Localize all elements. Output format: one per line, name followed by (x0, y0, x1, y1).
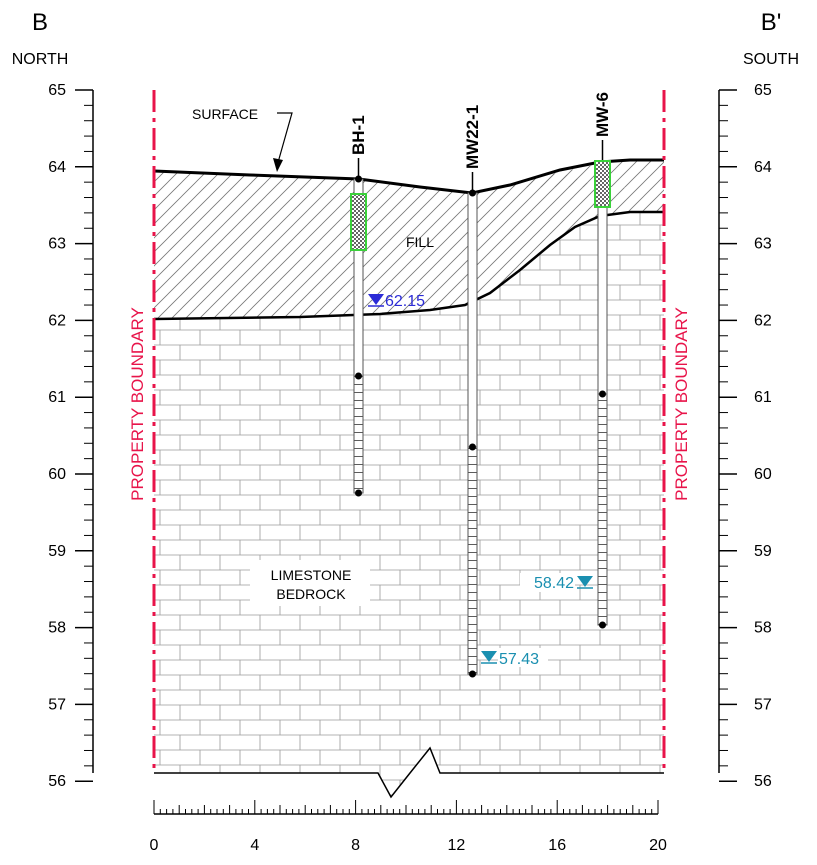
fill-surface-patch (510, 160, 664, 187)
well-screen (597, 393, 608, 626)
right-elevation-tick-label: 57 (754, 696, 772, 713)
well-name: BH-1 (349, 115, 368, 155)
property-boundary-label-right: PROPERTY BOUNDARY (672, 307, 691, 501)
water-level-label-bg (498, 648, 548, 667)
right-elevation-tick-label: 59 (754, 543, 772, 560)
right-elevation-tick-label: 64 (754, 159, 772, 176)
surface-leader (276, 112, 293, 167)
left-elevation-tick-label: 60 (48, 466, 66, 483)
direction-label-right: SOUTH (743, 51, 799, 68)
surface-label: SURFACE (192, 106, 258, 122)
right-elevation-tick-label: 58 (754, 620, 772, 637)
section-label-left: B (32, 9, 48, 36)
well-top-marker (355, 175, 362, 183)
left-elevation-tick-label: 62 (48, 312, 66, 329)
well-top-marker (469, 189, 476, 197)
bedrock-label-line2: BEDROCK (276, 586, 346, 602)
water-level-icon (481, 651, 497, 662)
bedrock-label-bg (250, 560, 370, 606)
distance-axis: 0 4 8 12 16 20 (150, 800, 667, 854)
right-elevation-tick-label: 61 (754, 389, 772, 406)
elevation-axis-left: 65 64 63 62 61 60 59 58 57 56 (48, 82, 94, 790)
well-screen (467, 446, 478, 675)
section-break-line (154, 746, 664, 799)
right-elevation-tick-label: 62 (754, 312, 772, 329)
surface-arrowhead (273, 158, 283, 172)
water-level-label-bg (520, 573, 575, 592)
water-level-value: 58.42 (534, 575, 574, 592)
well-bottom-marker (469, 670, 476, 678)
right-elevation-tick-label: 56 (754, 773, 772, 790)
water-level-icon (577, 576, 593, 587)
well-mw-6: MW-6 58.42 (520, 92, 612, 629)
right-elevation-tick-label: 65 (754, 82, 772, 99)
right-elevation-tick-label: 60 (754, 466, 772, 483)
section-label-right: B' (761, 9, 782, 36)
well-bottom-marker (355, 489, 362, 497)
ground-surface-line (153, 158, 664, 195)
left-elevation-tick-label: 61 (48, 389, 66, 406)
water-level-value: 62.15 (385, 293, 425, 310)
screen-top-marker (599, 390, 606, 398)
left-elevation-tick-label: 65 (48, 82, 66, 99)
distance-tick-label: 16 (548, 837, 566, 854)
distance-tick-label: 20 (649, 837, 667, 854)
well-name: MW22-1 (463, 105, 482, 169)
left-elevation-tick-label: 59 (48, 543, 66, 560)
well-seal (594, 160, 611, 208)
right-elevation-tick-label: 63 (754, 236, 772, 253)
left-elevation-tick-label: 58 (48, 620, 66, 637)
direction-label-left: NORTH (12, 51, 69, 68)
elevation-axis-right: 65 64 63 62 61 60 59 58 57 56 (718, 82, 772, 790)
distance-tick-label: 4 (250, 837, 259, 854)
well-bh-1: BH-1 62.15 (349, 115, 425, 497)
left-elevation-tick-label: 57 (48, 696, 66, 713)
well-name: MW-6 (593, 92, 612, 137)
screen-top-marker (355, 372, 362, 380)
left-elevation-tick-label: 64 (48, 159, 66, 176)
distance-tick-label: 0 (150, 837, 159, 854)
fill-layer (154, 171, 664, 319)
fill-label: FILL (406, 234, 434, 250)
distance-tick-label: 12 (448, 837, 466, 854)
well-casing (467, 192, 478, 448)
well-mw22-1: MW22-1 57.43 (463, 105, 548, 678)
left-elevation-tick-label: 63 (48, 236, 66, 253)
well-screen (353, 375, 364, 494)
left-elevation-tick-label: 56 (48, 773, 66, 790)
bedrock-label-line1: LIMESTONE (271, 567, 352, 583)
distance-tick-label: 8 (351, 837, 360, 854)
water-level-icon (368, 294, 384, 305)
water-level-value: 57.43 (499, 651, 539, 668)
well-bottom-marker (599, 621, 606, 629)
property-boundary-label-left: PROPERTY BOUNDARY (128, 307, 147, 501)
well-seal (350, 193, 367, 251)
screen-top-marker (469, 443, 476, 451)
